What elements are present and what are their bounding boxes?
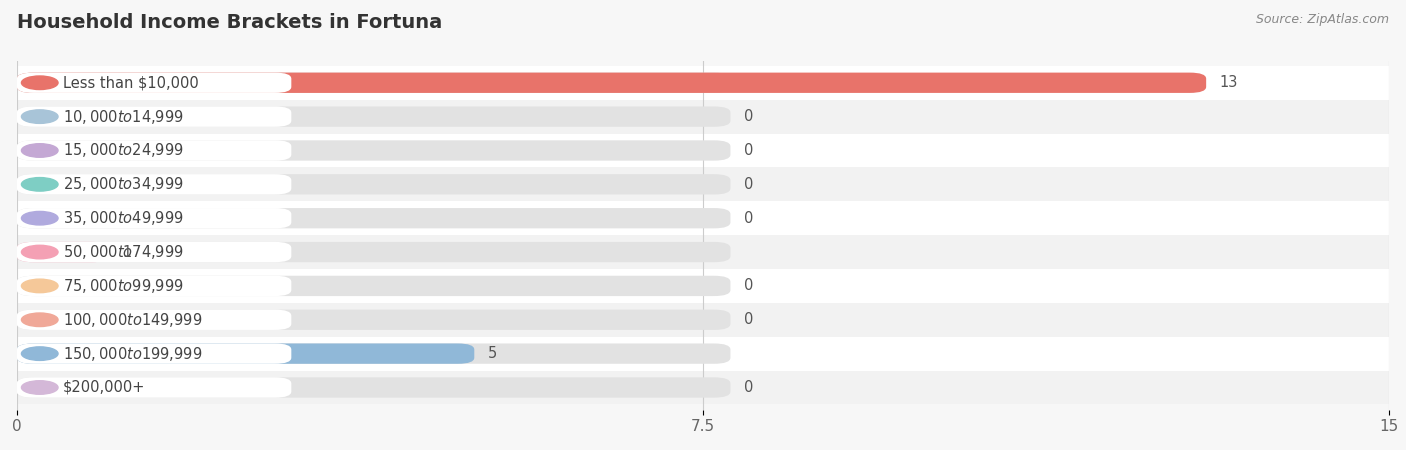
FancyBboxPatch shape bbox=[17, 72, 291, 93]
Circle shape bbox=[21, 313, 58, 327]
Text: 0: 0 bbox=[744, 279, 754, 293]
FancyBboxPatch shape bbox=[17, 174, 291, 194]
Circle shape bbox=[21, 381, 58, 394]
Text: 0: 0 bbox=[744, 211, 754, 226]
Circle shape bbox=[21, 178, 58, 191]
Circle shape bbox=[21, 76, 58, 90]
Bar bbox=[17, 66, 1389, 100]
Circle shape bbox=[21, 279, 58, 292]
FancyBboxPatch shape bbox=[17, 343, 291, 364]
FancyBboxPatch shape bbox=[17, 242, 108, 262]
Text: 0: 0 bbox=[744, 177, 754, 192]
FancyBboxPatch shape bbox=[17, 343, 474, 364]
Bar bbox=[17, 337, 1389, 370]
FancyBboxPatch shape bbox=[17, 242, 731, 262]
Bar bbox=[17, 100, 1389, 134]
Bar bbox=[17, 235, 1389, 269]
Text: Source: ZipAtlas.com: Source: ZipAtlas.com bbox=[1256, 14, 1389, 27]
FancyBboxPatch shape bbox=[17, 276, 291, 296]
FancyBboxPatch shape bbox=[17, 72, 731, 93]
Bar bbox=[17, 303, 1389, 337]
Bar bbox=[17, 167, 1389, 201]
FancyBboxPatch shape bbox=[17, 72, 1206, 93]
Bar bbox=[17, 269, 1389, 303]
Text: Less than $10,000: Less than $10,000 bbox=[63, 75, 198, 90]
FancyBboxPatch shape bbox=[17, 310, 291, 330]
FancyBboxPatch shape bbox=[17, 107, 291, 127]
FancyBboxPatch shape bbox=[17, 378, 291, 398]
Text: $25,000 to $34,999: $25,000 to $34,999 bbox=[63, 176, 183, 194]
Text: 0: 0 bbox=[744, 312, 754, 327]
Circle shape bbox=[21, 347, 58, 360]
Circle shape bbox=[21, 144, 58, 157]
Text: 5: 5 bbox=[488, 346, 498, 361]
Text: 0: 0 bbox=[744, 380, 754, 395]
Text: 1: 1 bbox=[122, 244, 131, 260]
Text: $35,000 to $49,999: $35,000 to $49,999 bbox=[63, 209, 183, 227]
FancyBboxPatch shape bbox=[17, 276, 731, 296]
Bar bbox=[17, 370, 1389, 405]
FancyBboxPatch shape bbox=[17, 140, 291, 161]
Circle shape bbox=[21, 212, 58, 225]
FancyBboxPatch shape bbox=[17, 242, 291, 262]
Text: $10,000 to $14,999: $10,000 to $14,999 bbox=[63, 108, 183, 126]
FancyBboxPatch shape bbox=[17, 208, 731, 228]
Bar bbox=[17, 201, 1389, 235]
Circle shape bbox=[21, 245, 58, 259]
Bar bbox=[17, 134, 1389, 167]
FancyBboxPatch shape bbox=[17, 174, 731, 194]
FancyBboxPatch shape bbox=[17, 378, 731, 398]
Text: 13: 13 bbox=[1220, 75, 1239, 90]
FancyBboxPatch shape bbox=[17, 310, 731, 330]
Circle shape bbox=[21, 110, 58, 123]
Text: $200,000+: $200,000+ bbox=[63, 380, 145, 395]
FancyBboxPatch shape bbox=[17, 343, 731, 364]
FancyBboxPatch shape bbox=[17, 107, 731, 127]
FancyBboxPatch shape bbox=[17, 208, 291, 228]
Text: $75,000 to $99,999: $75,000 to $99,999 bbox=[63, 277, 183, 295]
FancyBboxPatch shape bbox=[17, 140, 731, 161]
Text: $50,000 to $74,999: $50,000 to $74,999 bbox=[63, 243, 183, 261]
Text: $15,000 to $24,999: $15,000 to $24,999 bbox=[63, 141, 183, 159]
Text: $150,000 to $199,999: $150,000 to $199,999 bbox=[63, 345, 202, 363]
Text: $100,000 to $149,999: $100,000 to $149,999 bbox=[63, 311, 202, 329]
Text: 0: 0 bbox=[744, 143, 754, 158]
Text: Household Income Brackets in Fortuna: Household Income Brackets in Fortuna bbox=[17, 14, 441, 32]
Text: 0: 0 bbox=[744, 109, 754, 124]
